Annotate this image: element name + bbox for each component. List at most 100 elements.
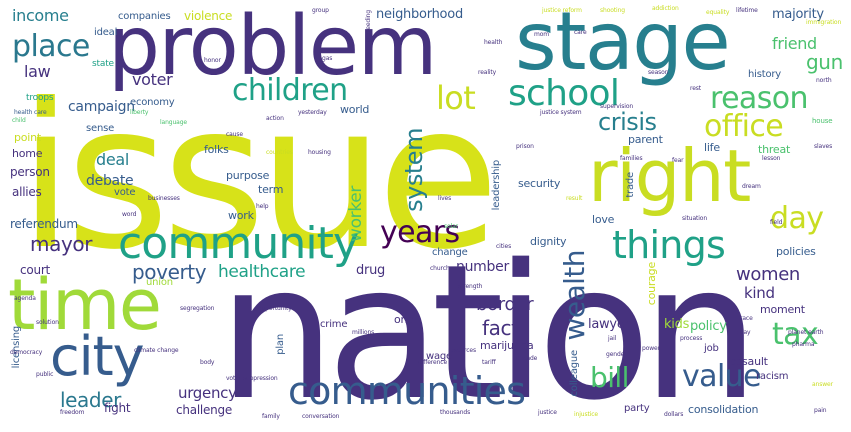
- word-parent: parent: [628, 133, 663, 146]
- word-troops: troops: [26, 93, 54, 103]
- word-strength: strength: [458, 283, 483, 290]
- word-wealth: wealth: [558, 250, 591, 341]
- word-consolidation: consolidation: [688, 403, 759, 416]
- word-right: right: [588, 134, 751, 218]
- word-democracy: democracy: [10, 349, 43, 356]
- word-race: race: [740, 315, 753, 322]
- word-fear: fear: [672, 157, 684, 164]
- word-cities: cities: [496, 243, 512, 250]
- word-leader: leader: [60, 388, 121, 412]
- word-companies: companies: [118, 11, 171, 22]
- word-campaign: campaign: [68, 99, 135, 115]
- word-gas: gas: [322, 55, 333, 62]
- word-lawyer: lawyer: [588, 317, 630, 332]
- word-season: season: [648, 69, 669, 76]
- word-one: one: [394, 313, 414, 326]
- word-life: life: [704, 141, 720, 154]
- word-today: today: [734, 329, 751, 336]
- word-world: world: [340, 103, 370, 116]
- word-plan: plan: [275, 334, 286, 355]
- word-action: action: [266, 115, 284, 122]
- word-union: union: [146, 277, 173, 288]
- word-tax: tax: [772, 317, 819, 352]
- word-policy: policy: [690, 319, 727, 334]
- word-climate-change: climate change: [134, 347, 179, 354]
- word-kids: kids: [664, 317, 690, 332]
- word-reality: reality: [478, 69, 497, 76]
- word-situation: situation: [682, 215, 708, 222]
- word-conversation: conversation: [302, 413, 340, 420]
- word-dignity: dignity: [530, 235, 567, 248]
- word-vote: vote: [114, 187, 136, 198]
- word-agenda: agenda: [14, 295, 36, 302]
- word-assault: assault: [730, 355, 768, 368]
- word-housing: housing: [308, 149, 331, 156]
- word-security: security: [518, 177, 561, 190]
- word-poverty: poverty: [132, 260, 207, 284]
- word-income: income: [12, 6, 69, 25]
- word-help: help: [256, 203, 269, 210]
- word-time: time: [8, 264, 162, 346]
- word-slaves: slaves: [814, 143, 833, 150]
- word-challenge: challenge: [176, 403, 233, 417]
- word-health: health: [484, 39, 503, 46]
- word-shooting: shooting: [600, 7, 625, 14]
- word-businesses: businesses: [148, 195, 180, 202]
- word-solution: solution: [36, 319, 59, 326]
- word-crisis: crisis: [598, 108, 657, 136]
- word-leadership: leadership: [491, 160, 502, 211]
- word-border: border: [476, 294, 534, 315]
- word-term: term: [258, 183, 284, 196]
- word-debate: debate: [86, 173, 134, 189]
- word-policies: policies: [776, 245, 816, 258]
- word-voter: voter: [132, 70, 173, 89]
- word-friend: friend: [772, 34, 817, 53]
- word-pharma: pharma: [792, 341, 815, 348]
- word-proceeding: proceeding: [365, 10, 372, 43]
- word-north: north: [816, 77, 832, 84]
- word-sense: sense: [86, 123, 115, 134]
- word-state: state: [92, 59, 114, 69]
- word-dollars: dollars: [664, 411, 684, 418]
- word-public: public: [36, 371, 54, 378]
- word-result: result: [566, 195, 583, 202]
- word-tariff: tariff: [482, 359, 496, 366]
- word-value: value: [682, 359, 762, 394]
- word-thousands: thousands: [440, 409, 471, 416]
- word-love: love: [592, 213, 615, 226]
- word-drug: drug: [356, 263, 386, 278]
- word-house: house: [812, 117, 833, 125]
- word-lives: lives: [438, 195, 452, 202]
- word-pain: pain: [814, 407, 827, 414]
- word-body: body: [200, 359, 215, 366]
- word-stage: stage: [515, 0, 731, 88]
- word-party: party: [624, 403, 650, 414]
- word-marijuana: marijuana: [480, 339, 534, 352]
- word-fact: fact: [482, 316, 519, 340]
- word-urgency: urgency: [178, 384, 237, 402]
- word-opportunity: opportunity: [258, 305, 292, 312]
- word-supervision: supervision: [600, 103, 634, 110]
- word-justice-reform: justice reform: [542, 7, 582, 14]
- word-resources: resources: [448, 347, 476, 354]
- word-decade: decade: [516, 355, 538, 362]
- word-violence: violence: [184, 9, 233, 23]
- word-cause: cause: [226, 131, 243, 138]
- word-family: family: [262, 413, 280, 420]
- word-change: change: [432, 247, 468, 258]
- word-number: number: [456, 259, 509, 275]
- word-church: church: [430, 265, 450, 272]
- word-liberty: liberty: [130, 109, 149, 116]
- word-lot: lot: [436, 79, 476, 117]
- word-moment: moment: [760, 303, 805, 316]
- word-things: things: [612, 223, 726, 267]
- word-deal: deal: [96, 150, 129, 169]
- word-power: power: [642, 345, 660, 352]
- word-crime: crime: [320, 319, 348, 330]
- word-health-care: health care: [14, 109, 47, 116]
- word-court: court: [20, 263, 50, 277]
- word-group: group: [312, 7, 329, 14]
- word-nation: nation: [218, 224, 760, 432]
- word-fight: fight: [104, 401, 131, 415]
- word-jail: jail: [608, 335, 617, 342]
